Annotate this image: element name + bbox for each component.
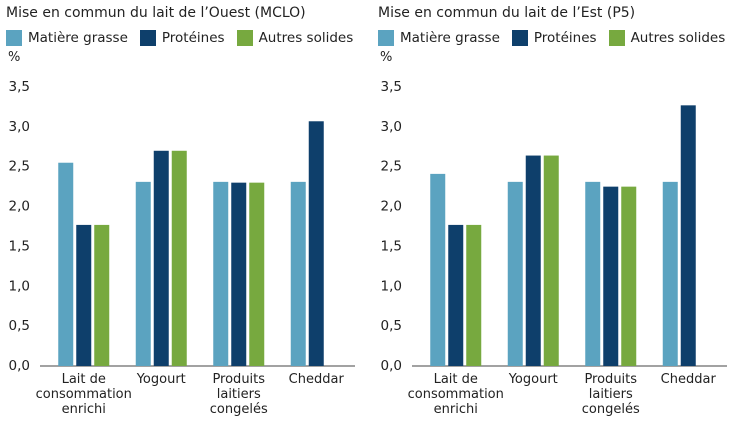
bar bbox=[448, 224, 464, 366]
plot: 0,0 0,5 1,0 1,5 2,0 2,5 3,0 3,5 bbox=[381, 79, 727, 374]
legend-label: Protéines bbox=[161, 30, 225, 46]
bar bbox=[290, 181, 306, 366]
chart-title: Mise en commun du lait de l’Est (P5) bbox=[378, 5, 636, 21]
bar bbox=[525, 155, 541, 366]
y-tick-label: 0,5 bbox=[9, 318, 30, 334]
bar bbox=[153, 150, 169, 366]
chart-panel: Mise en commun du lait de l’Ouest (MCLO)… bbox=[0, 0, 372, 422]
bar bbox=[430, 173, 446, 366]
bar bbox=[507, 181, 523, 366]
y-tick-label: 3,0 bbox=[9, 119, 30, 135]
legend-item: Matière grasse bbox=[378, 30, 500, 46]
bar bbox=[213, 181, 229, 366]
bar bbox=[171, 150, 187, 366]
y-tick-label: 0,0 bbox=[9, 358, 30, 374]
legend-label: Matière grasse bbox=[28, 30, 128, 46]
y-axis-label: % bbox=[8, 50, 21, 65]
x-tick-label: Yogourt bbox=[136, 372, 186, 387]
legend-label: Protéines bbox=[533, 30, 597, 46]
y-tick-label: 0,0 bbox=[381, 358, 402, 374]
y-tick-label: 3,5 bbox=[381, 79, 402, 95]
y-tick-label: 1,5 bbox=[9, 238, 30, 254]
x-tick-label: Yogourt bbox=[508, 372, 558, 387]
legend-label: Autres solides bbox=[630, 30, 726, 46]
legend-item: Matière grasse bbox=[6, 30, 128, 46]
legend-item: Autres solides bbox=[608, 30, 726, 46]
bar bbox=[308, 121, 324, 366]
y-tick-label: 1,0 bbox=[9, 278, 30, 294]
bar bbox=[680, 105, 696, 366]
bar bbox=[662, 181, 678, 366]
bar bbox=[231, 182, 247, 366]
legend-swatch bbox=[236, 30, 253, 46]
legend-item: Protéines bbox=[139, 30, 225, 46]
y-tick-label: 1,5 bbox=[381, 238, 402, 254]
x-tick-label: Lait de consommation enrichi bbox=[35, 372, 132, 417]
x-tick-label: Produits laitiers congelés bbox=[581, 372, 640, 417]
y-tick-label: 0,5 bbox=[381, 318, 402, 334]
x-tick-label: Produits laitiers congelés bbox=[209, 372, 268, 417]
bar bbox=[543, 155, 559, 366]
legend: Matière grasse Protéines Autres solides bbox=[6, 30, 353, 46]
bar bbox=[585, 181, 601, 366]
y-tick-label: 2,0 bbox=[381, 199, 402, 215]
chart-title: Mise en commun du lait de l’Ouest (MCLO) bbox=[6, 5, 306, 21]
plot: 0,0 0,5 1,0 1,5 2,0 2,5 3,0 3,5 bbox=[9, 79, 355, 374]
bar bbox=[249, 182, 265, 366]
legend-item: Protéines bbox=[511, 30, 597, 46]
chart-panel: Mise en commun du lait de l’Est (P5) Mati… bbox=[372, 0, 744, 422]
y-tick-label: 2,5 bbox=[381, 159, 402, 175]
bar bbox=[466, 224, 482, 366]
y-axis-label: % bbox=[380, 50, 393, 65]
legend-swatch bbox=[139, 30, 156, 46]
x-tick-label: Lait de consommation enrichi bbox=[407, 372, 504, 417]
legend: Matière grasse Protéines Autres solides bbox=[378, 30, 725, 46]
legend-swatch bbox=[378, 30, 394, 46]
y-tick-label: 2,0 bbox=[9, 199, 30, 215]
y-tick-label: 2,5 bbox=[9, 159, 30, 175]
bar bbox=[603, 186, 619, 366]
legend-item: Autres solides bbox=[236, 30, 354, 46]
bar bbox=[135, 181, 151, 366]
legend-label: Autres solides bbox=[258, 30, 354, 46]
bar bbox=[621, 186, 637, 366]
x-tick-label: Cheddar bbox=[660, 372, 716, 387]
legend-label: Matière grasse bbox=[400, 30, 500, 46]
legend-swatch bbox=[511, 30, 528, 46]
y-tick-label: 3,0 bbox=[381, 119, 402, 135]
bar bbox=[58, 162, 74, 366]
x-tick-label: Cheddar bbox=[288, 372, 344, 387]
y-tick-label: 3,5 bbox=[9, 79, 30, 95]
legend-swatch bbox=[608, 30, 625, 46]
bar bbox=[76, 224, 92, 366]
y-tick-label: 1,0 bbox=[381, 278, 402, 294]
legend-swatch bbox=[6, 30, 22, 46]
bar bbox=[94, 224, 110, 366]
